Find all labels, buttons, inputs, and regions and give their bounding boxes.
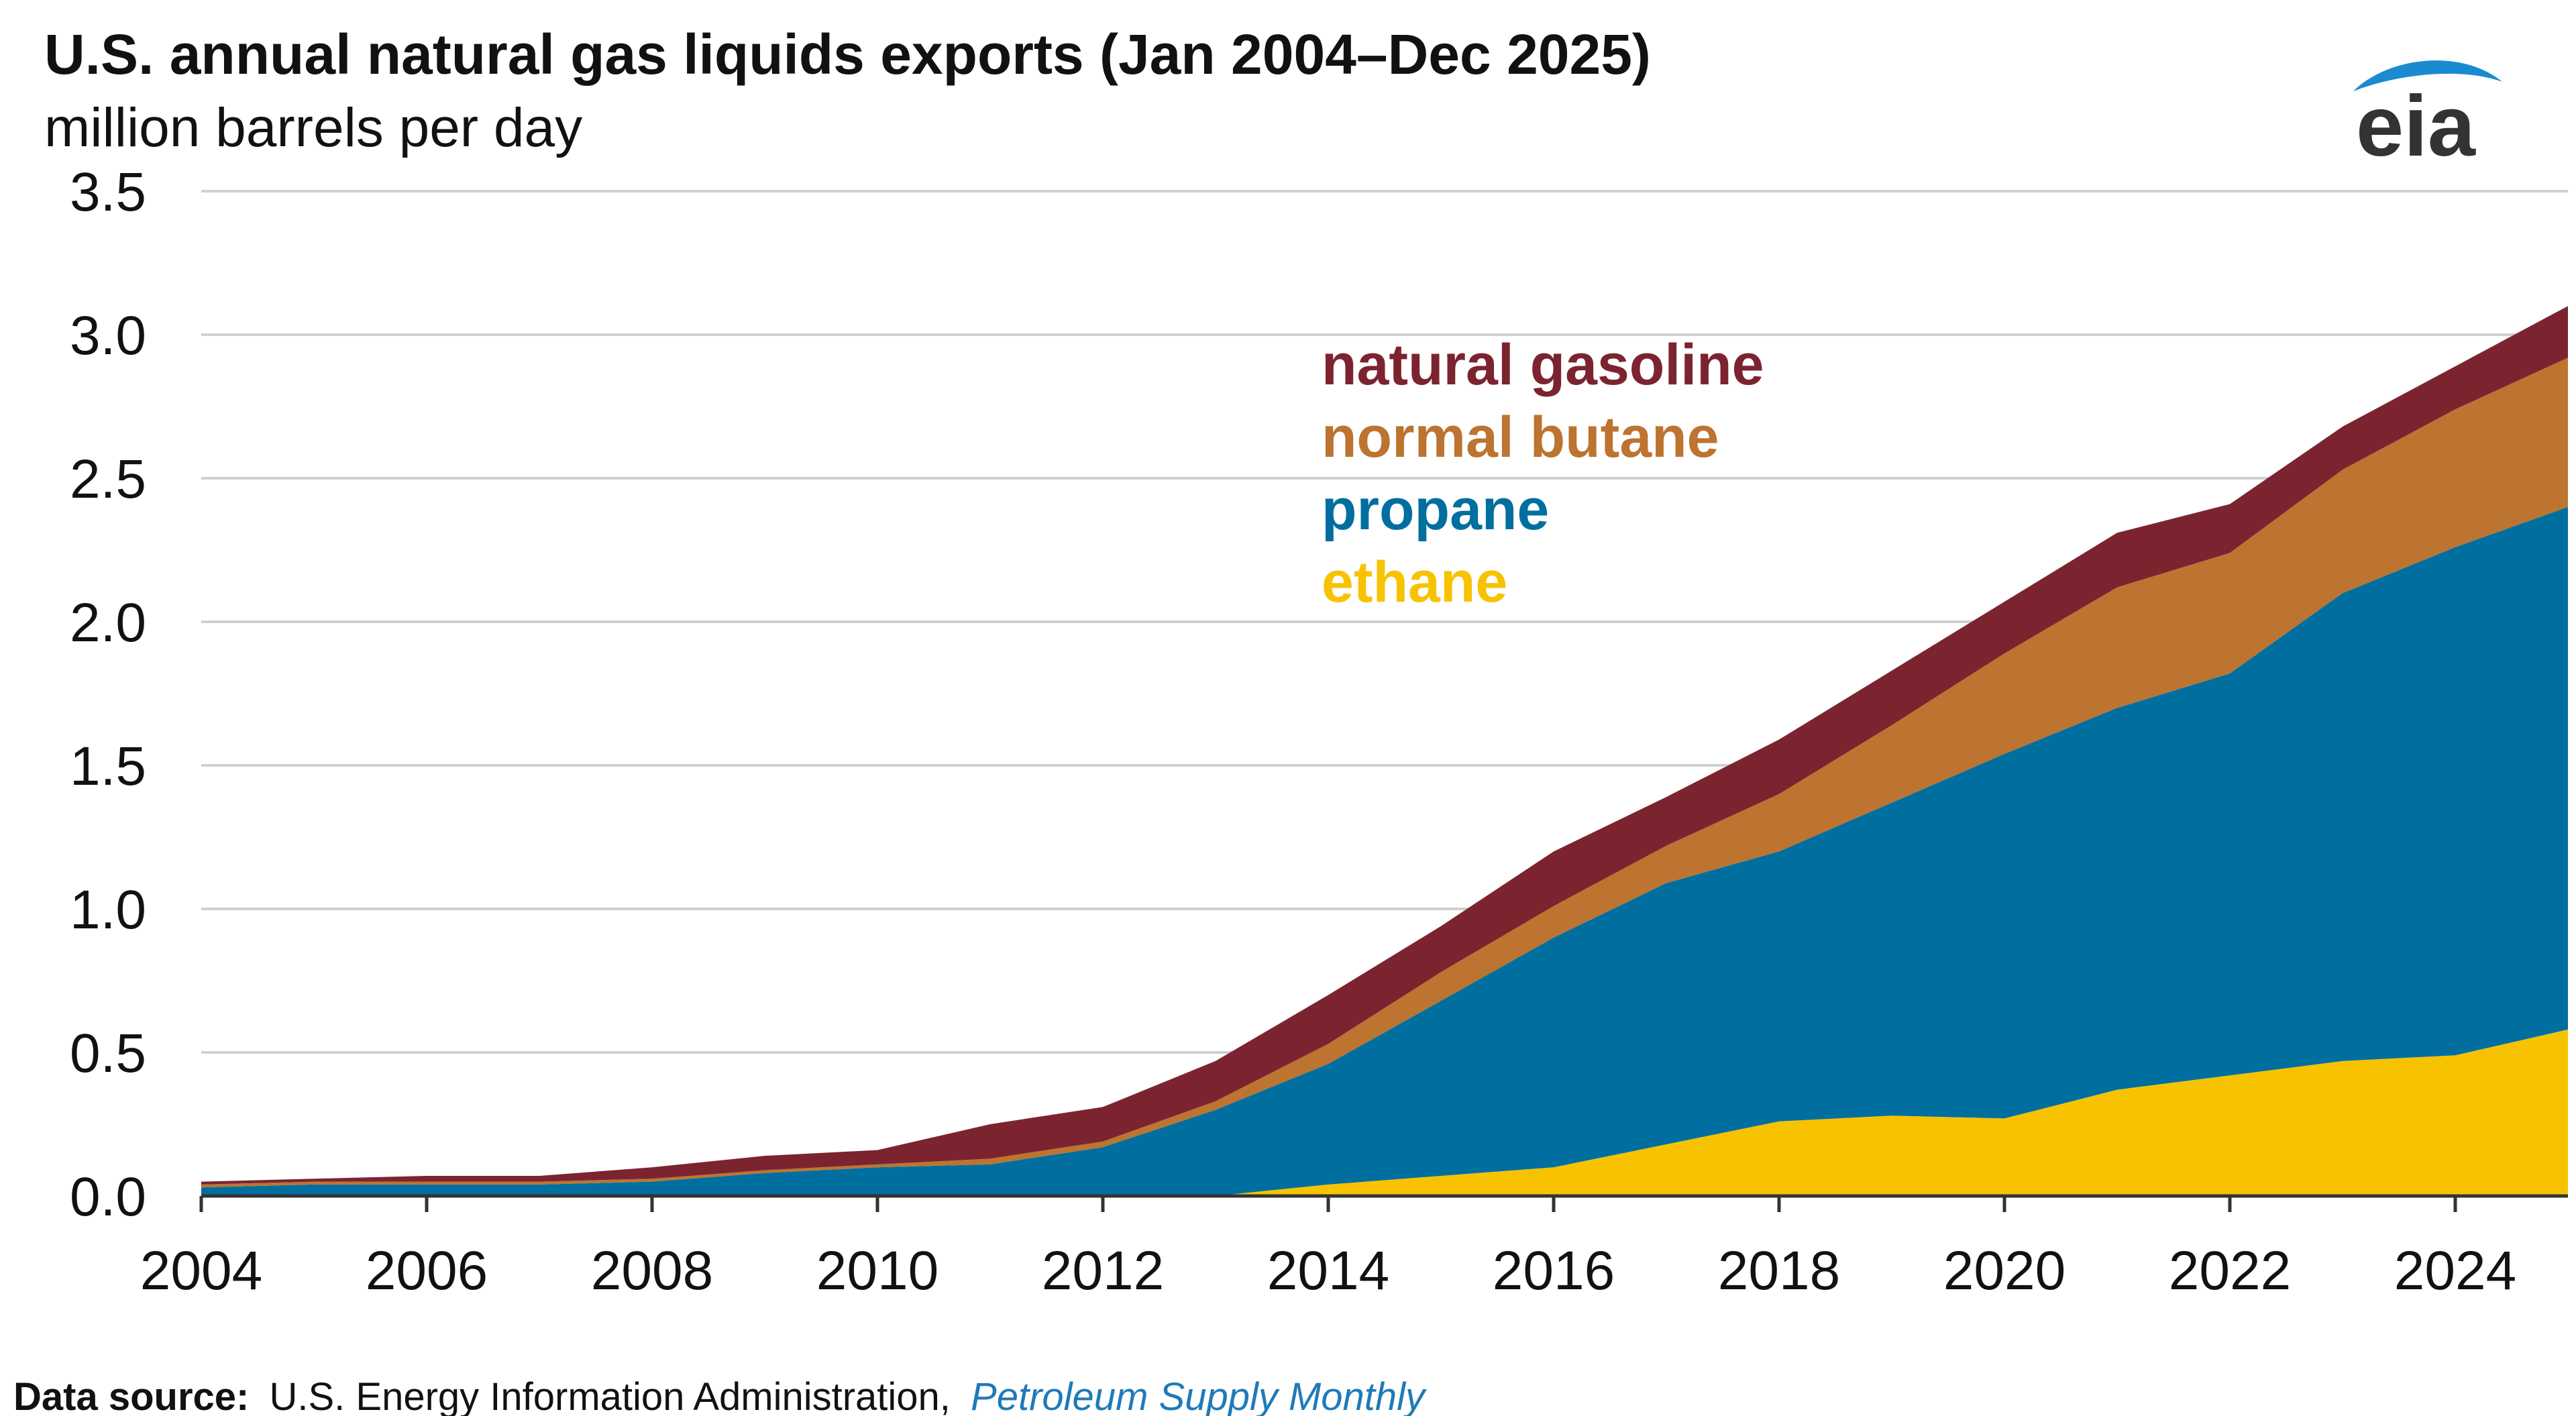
x-tick-label: 2004 [140,1240,262,1301]
y-tick-label: 2.0 [70,592,146,653]
stacked-areas [201,306,2568,1196]
x-tick-label: 2010 [816,1240,938,1301]
y-tick-label: 2.5 [70,449,146,510]
x-tick-label: 2022 [2169,1240,2291,1301]
chart-title: U.S. annual natural gas liquids exports … [44,23,1651,86]
area-ethane [201,1029,2568,1196]
y-tick-label: 1.5 [70,736,146,797]
legend-propane: propane [1322,478,1549,542]
area-normal-butane [201,358,2568,1188]
legend-natural-gasoline: natural gasoline [1322,333,1764,397]
x-tick-label: 2014 [1267,1240,1389,1301]
x-tick-label: 2024 [2394,1240,2516,1301]
y-tick-label: 0.5 [70,1023,146,1084]
y-tick-label: 3.0 [70,305,146,366]
legend-normal-butane: normal butane [1322,405,1719,470]
x-tick-label: 2008 [591,1240,713,1301]
eia-swoosh-icon [2353,60,2502,91]
legend-ethane: ethane [1322,550,1507,614]
x-tick-label: 2020 [1943,1240,2065,1301]
x-axis-tick-labels: 2004 2006 2008 2010 2012 2014 2016 2018 2020 2022… [140,1240,2516,1301]
x-tick-label: 2016 [1493,1240,1615,1301]
y-axis-tick-labels: 0.0 0.5 1.0 1.5 2.0 2.5 3.0 3.5 [70,162,146,1228]
y-tick-label: 1.0 [70,879,146,940]
legend: natural gasoline normal butane propane etha… [1322,333,1764,614]
chart-subtitle: million barrels per day [44,97,582,158]
data-source-publication: Petroleum Supply Monthly [971,1375,1427,1416]
data-source: Data source: U.S. Energy Information Adm… [13,1375,1427,1416]
x-axis [199,1194,2568,1212]
data-source-label: Data source: [13,1375,249,1416]
x-tick-label: 2018 [1718,1240,1840,1301]
y-tick-label: 3.5 [70,162,146,223]
area-propane [201,506,2568,1196]
eia-logo: eia [2353,60,2502,174]
x-tick-label: 2006 [366,1240,488,1301]
eia-logo-text: eia [2356,78,2476,174]
data-source-text: U.S. Energy Information Administration, [269,1375,950,1416]
x-tick-label: 2012 [1042,1240,1164,1301]
y-tick-label: 0.0 [70,1166,146,1228]
